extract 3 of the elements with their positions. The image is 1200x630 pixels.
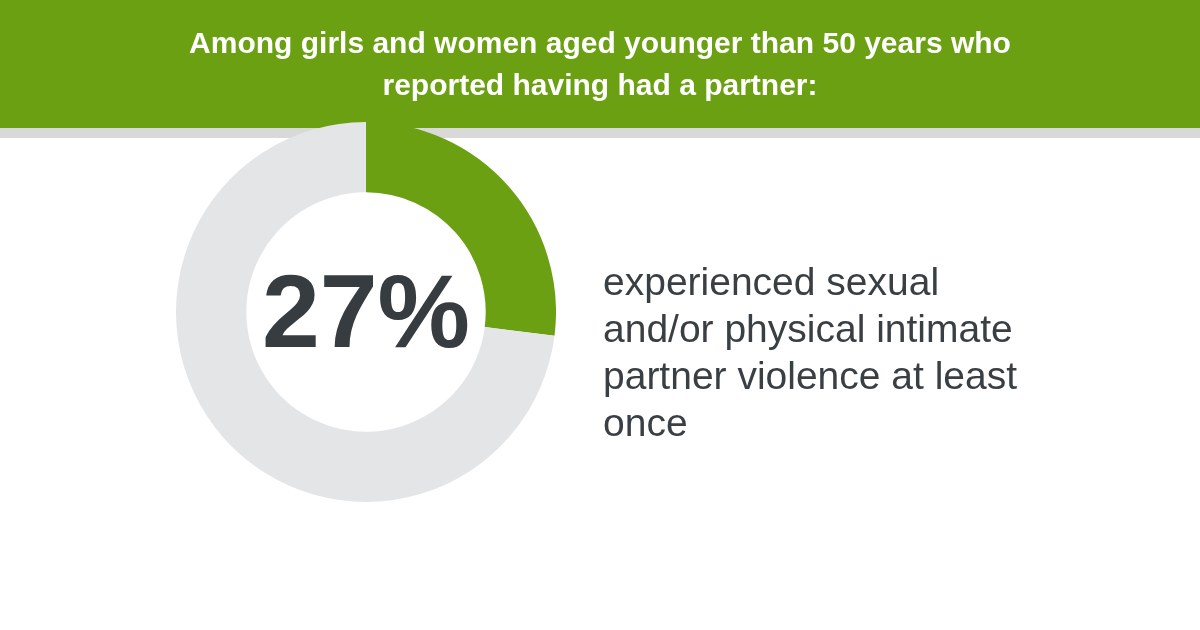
text: experienced sexual and/or physical intimate partner violence at least once	[603, 259, 1019, 446]
data-label: 27%	[261, 252, 471, 369]
chart-title: Among girls and women aged younger than 50 years who reported having had a partner:	[188, 25, 1012, 103]
